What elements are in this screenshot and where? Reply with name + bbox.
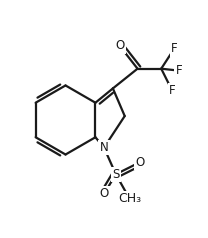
Text: S: S — [112, 168, 120, 181]
Text: F: F — [169, 84, 175, 97]
Text: F: F — [171, 42, 177, 55]
Text: CH₃: CH₃ — [118, 192, 141, 205]
Text: N: N — [100, 141, 108, 154]
Text: O: O — [135, 156, 144, 169]
Text: F: F — [176, 64, 182, 77]
Text: O: O — [115, 40, 124, 53]
Text: O: O — [99, 188, 109, 200]
